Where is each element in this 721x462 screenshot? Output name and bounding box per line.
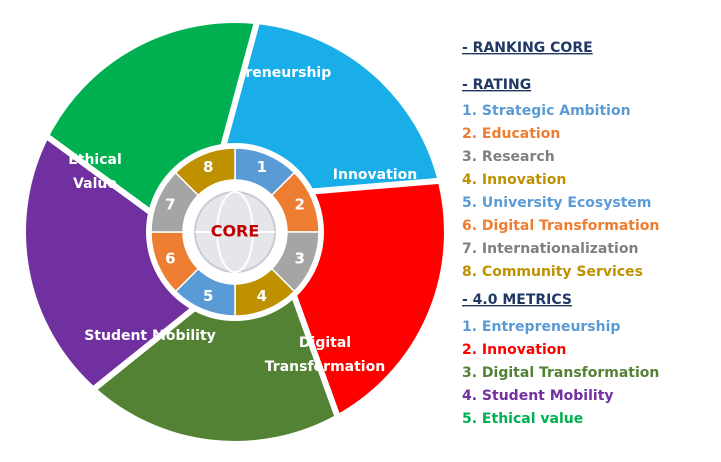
segment-label: Ethical xyxy=(68,152,122,168)
rating-item: 6. Digital Transformation xyxy=(462,218,659,234)
core-number: 8 xyxy=(203,158,213,176)
core-number: 3 xyxy=(294,249,304,267)
segment xyxy=(220,18,444,195)
metric-item: 4. Student Mobility xyxy=(462,388,614,404)
legend-heading: - RATING xyxy=(462,77,531,93)
rating-item: 1. Strategic Ambition xyxy=(462,103,631,119)
segment-label: Value xyxy=(73,176,117,192)
rating-item: 8. Community Services xyxy=(462,264,643,280)
legend-heading: - RANKING CORE xyxy=(462,40,593,56)
segment xyxy=(43,17,261,216)
core-label: CORE xyxy=(211,222,260,241)
rating-item: 5. University Ecosystem xyxy=(462,195,651,211)
core-number: 6 xyxy=(165,249,175,267)
metric-item: 2. Innovation xyxy=(462,342,566,358)
rating-item: 7. Internationalization xyxy=(462,241,638,257)
core-number: 2 xyxy=(294,196,304,214)
metric-item: 3. Digital Transformation xyxy=(462,365,659,381)
segment-label: Innovation xyxy=(333,167,417,183)
core-number: 7 xyxy=(165,196,175,214)
core-number: 4 xyxy=(257,287,267,305)
rating-item: 2. Education xyxy=(462,126,560,142)
core-number: 1 xyxy=(257,158,267,176)
segment xyxy=(90,291,341,447)
legend-heading: - 4.0 METRICS xyxy=(462,292,572,308)
rating-item: 4. Innovation xyxy=(462,172,566,188)
metric-item: 1. Entrepreneurship xyxy=(462,319,620,335)
segment xyxy=(290,177,450,421)
segment-label: Digital xyxy=(299,335,351,351)
core-piece xyxy=(174,147,236,197)
rating-item: 3. Research xyxy=(462,149,555,165)
core-number: 5 xyxy=(203,287,213,305)
segment-label: Transformation xyxy=(265,359,385,375)
segment xyxy=(20,132,198,393)
segment-label: Student Mobility xyxy=(84,328,216,344)
metric-item: 5. Ethical value xyxy=(462,411,583,427)
